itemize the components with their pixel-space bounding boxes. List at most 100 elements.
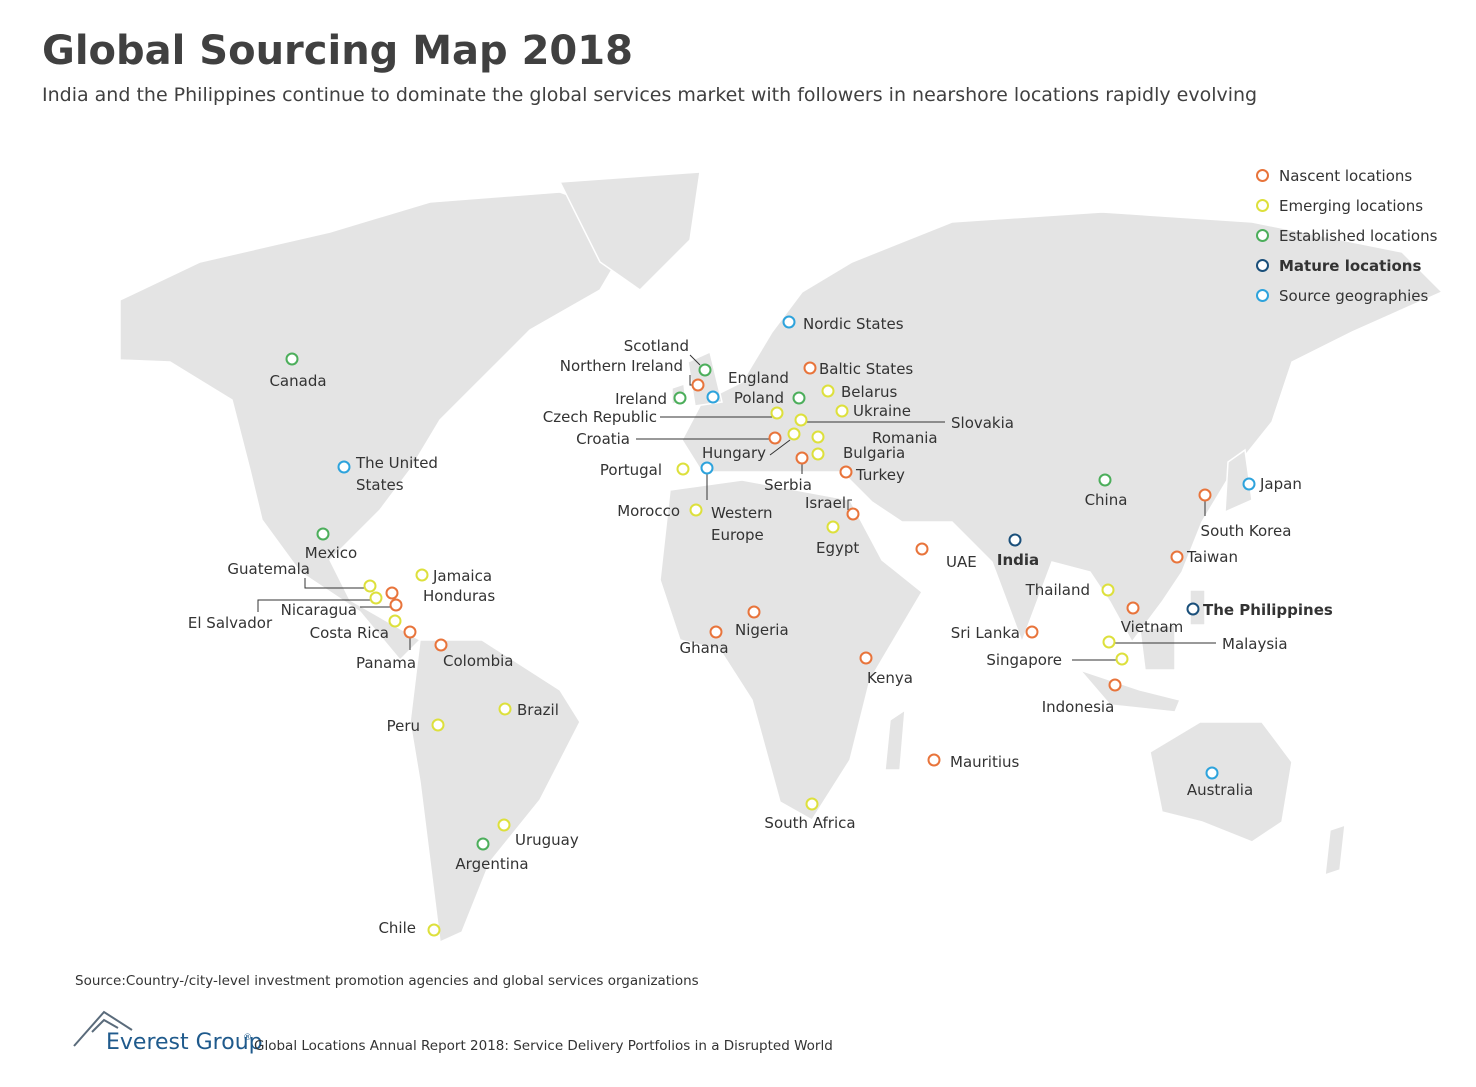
location-marker	[1115, 652, 1129, 666]
brand: Everest Group	[106, 1030, 263, 1055]
location-label: Serbia	[764, 476, 812, 494]
location-marker	[792, 391, 806, 405]
location-marker	[1101, 583, 1115, 597]
location-label: Poland	[733, 389, 784, 407]
location-label: Czech Republic	[542, 408, 657, 426]
report-title: Global Locations Annual Report 2018: Ser…	[254, 1038, 833, 1054]
location-marker	[706, 390, 720, 404]
location-label: El Salvador	[187, 614, 273, 632]
location-marker	[770, 406, 784, 420]
legend-label: Source geographies	[1279, 287, 1429, 305]
location-label: Northern Ireland	[559, 357, 683, 375]
location-marker	[497, 818, 511, 832]
location-label: Turkey	[856, 466, 905, 484]
location-label: UAE	[946, 553, 977, 571]
location-label: Thailand	[1025, 581, 1090, 599]
location-marker	[1008, 533, 1022, 547]
location-label: The United States	[356, 454, 438, 494]
source: Source:Country-/city-level investment pr…	[75, 973, 699, 989]
location-marker	[805, 797, 819, 811]
location-marker	[337, 460, 351, 474]
location-label: Indonesia	[1041, 698, 1115, 716]
location-label: Brazil	[517, 701, 559, 719]
location-marker	[709, 625, 723, 639]
location-label: Ghana	[679, 639, 729, 657]
location-label: Sri Lanka	[950, 624, 1020, 642]
location-marker	[498, 702, 512, 716]
location-marker	[1098, 473, 1112, 487]
location-marker	[285, 352, 299, 366]
location-marker	[768, 431, 782, 445]
location-label: Costa Rica	[309, 624, 389, 642]
location-marker	[1242, 477, 1256, 491]
location-label: Japan	[1260, 475, 1302, 493]
location-marker	[691, 378, 705, 392]
location-label: Baltic States	[819, 360, 914, 378]
location-label: Scotland	[623, 337, 689, 355]
location-marker	[427, 923, 441, 937]
location-label: Egypt	[816, 539, 860, 557]
location-marker	[826, 520, 840, 534]
location-marker	[403, 625, 417, 639]
location-label: Mauritius	[950, 753, 1020, 771]
location-label: Nicaragua	[280, 601, 357, 619]
location-marker	[431, 718, 445, 732]
location-marker	[1170, 550, 1184, 564]
location-marker	[811, 430, 825, 444]
location-marker	[316, 527, 330, 541]
location-marker	[1205, 766, 1219, 780]
location-label: Bulgaria	[843, 444, 906, 462]
location-marker	[1198, 488, 1212, 502]
location-label: Nordic States	[803, 315, 904, 333]
location-marker	[1025, 625, 1039, 639]
location-marker	[839, 465, 853, 479]
location-label: Uruguay	[515, 831, 579, 849]
location-label: Australia	[1186, 781, 1254, 799]
location-label: Western Europe	[711, 504, 773, 544]
location-marker	[689, 503, 703, 517]
subtitle: India and the Philippines continue to do…	[42, 84, 1258, 106]
location-label: Kenya	[867, 669, 913, 687]
location-marker	[915, 542, 929, 556]
location-label: Taiwan	[1187, 548, 1239, 566]
legend-label: Nascent locations	[1279, 167, 1413, 185]
location-marker	[803, 361, 817, 375]
location-label: Honduras	[423, 587, 496, 605]
legend-marker	[1256, 289, 1269, 302]
legend-label: Emerging locations	[1279, 197, 1424, 215]
location-label: Panama	[355, 654, 417, 672]
location-label: The Philippines	[1203, 601, 1333, 619]
location-label: Peru	[386, 717, 420, 735]
location-label: Malaysia	[1222, 635, 1288, 653]
location-label: China	[1084, 491, 1128, 509]
location-label: Mexico	[304, 544, 358, 562]
location-label: Ireland	[615, 390, 667, 408]
location-marker	[369, 591, 383, 605]
location-marker	[811, 447, 825, 461]
location-label: Jamaica	[433, 567, 493, 585]
location-marker	[795, 451, 809, 465]
location-marker	[859, 651, 873, 665]
location-marker	[747, 605, 761, 619]
location-marker	[698, 363, 712, 377]
location-marker	[927, 753, 941, 767]
legend-label: Established locations	[1279, 227, 1438, 245]
location-marker	[673, 391, 687, 405]
location-marker	[787, 427, 801, 441]
legend-label: Mature locations	[1279, 257, 1422, 275]
legend-marker	[1256, 169, 1269, 182]
location-label: India	[996, 551, 1040, 569]
location-label: Portugal	[599, 461, 662, 479]
location-marker	[1186, 602, 1200, 616]
location-marker	[389, 598, 403, 612]
location-label: Israel	[805, 494, 846, 512]
location-label: Ukraine	[853, 402, 911, 420]
location-label: Hungary	[701, 444, 766, 462]
location-marker	[794, 413, 808, 427]
location-label: Nigeria	[735, 621, 789, 639]
location-marker	[835, 404, 849, 418]
legend-marker	[1256, 259, 1269, 272]
location-label: Morocco	[617, 502, 680, 520]
location-label: Slovakia	[951, 414, 1014, 432]
